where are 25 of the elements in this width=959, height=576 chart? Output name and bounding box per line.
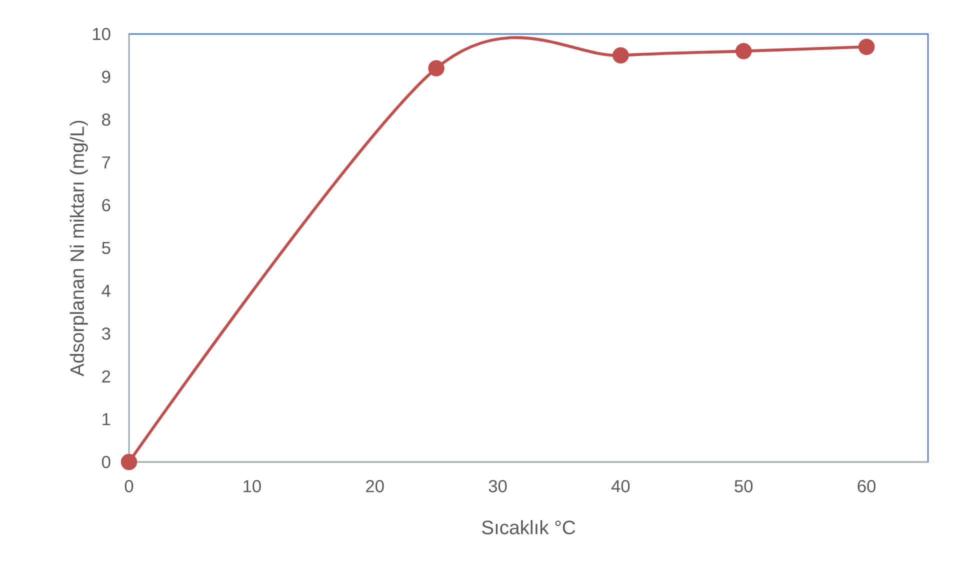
point: [735, 42, 752, 60]
y-tick-label: 8: [102, 113, 110, 126]
x-axis-title: Sıcaklık °C: [482, 520, 576, 534]
point: [120, 454, 138, 470]
y-tick-label: 10: [93, 28, 110, 40]
x-tick-label: 60: [858, 480, 876, 492]
y-axis-title: Adsorplanan Ni miktarı (mg/L): [70, 120, 88, 376]
y-tick-label: 0: [102, 456, 110, 468]
point: [428, 60, 444, 76]
x-tick-label: 0: [124, 480, 134, 492]
x-tick-label: 10: [244, 480, 261, 492]
point: [612, 47, 629, 64]
y-tick-label: 7: [102, 156, 110, 168]
y-tick-label: 1: [102, 413, 110, 426]
y-tick-label: 3: [102, 327, 110, 340]
x-tick-label: 30: [488, 480, 507, 492]
y-tick-label: 4: [102, 284, 110, 297]
y-tick-label: 5: [102, 242, 110, 254]
y-tick-label: 2: [102, 370, 110, 382]
x-tick-label: 20: [366, 480, 384, 492]
y-tick-label: 6: [102, 199, 110, 212]
x-tick-label: 40: [611, 480, 630, 492]
y-tick-label: 9: [102, 70, 110, 83]
point: [858, 38, 875, 55]
x-tick-label: 50: [734, 480, 753, 492]
